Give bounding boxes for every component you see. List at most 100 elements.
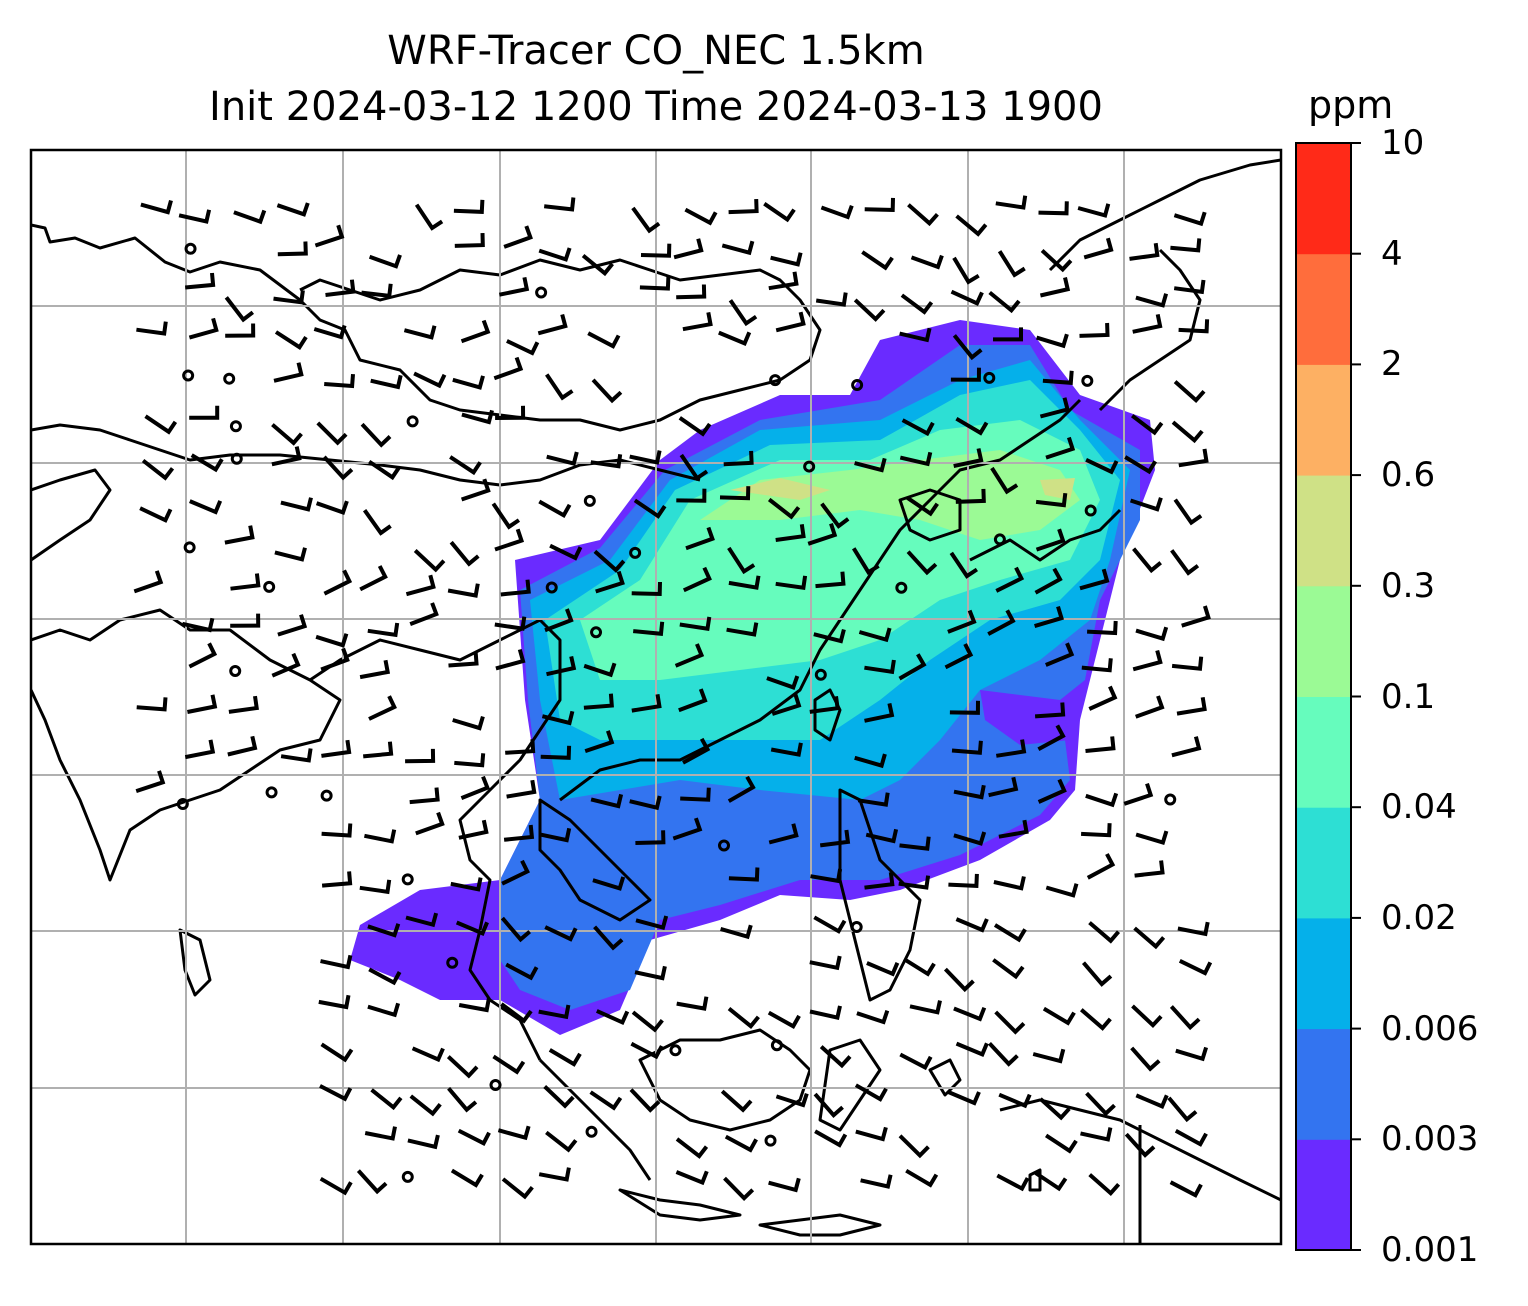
wind-barb	[314, 224, 345, 248]
wind-barb	[321, 823, 353, 838]
wind-barb	[368, 459, 401, 481]
colorbar-tick-label: 2	[1381, 344, 1403, 385]
wind-barb	[1134, 860, 1165, 878]
wind-barb	[407, 1134, 440, 1150]
wind-barb	[1173, 498, 1203, 526]
wind-barb	[857, 792, 890, 807]
wind-barb	[590, 454, 623, 469]
colorbar-tick-label: 0.04	[1381, 787, 1457, 828]
wind-barb	[629, 450, 662, 465]
wind-barb	[274, 547, 307, 562]
wind-barb	[682, 566, 712, 593]
calm-wind-symbol	[265, 786, 278, 799]
wind-barb	[813, 1092, 844, 1119]
wind-barb	[1124, 455, 1158, 475]
colorbar-segment	[1296, 1028, 1351, 1140]
wind-barb	[809, 955, 842, 971]
wind-barb	[1042, 1006, 1076, 1026]
calm-wind-symbol	[446, 956, 459, 969]
wind-barb	[593, 549, 626, 573]
wind-barb	[1173, 211, 1207, 227]
wind-barb	[367, 622, 400, 638]
wind-barb	[723, 450, 754, 467]
coast-korea	[898, 488, 962, 542]
wind-barb	[728, 575, 761, 590]
wind-barb	[1034, 567, 1063, 595]
colorbar-segment	[1296, 143, 1351, 255]
wind-barb	[676, 488, 707, 503]
wind-barb	[538, 1167, 571, 1182]
wind-barb	[1170, 238, 1202, 253]
wind-barb	[1077, 203, 1111, 218]
wind-barb	[854, 1083, 888, 1102]
wind-barb	[947, 1090, 981, 1106]
wind-barb	[768, 1177, 801, 1193]
wind-barb	[187, 694, 218, 714]
wind-barb	[988, 290, 1021, 314]
wind-barb	[364, 829, 397, 844]
wind-barb	[997, 250, 1026, 278]
wind-barb	[447, 1087, 478, 1113]
wind-barb	[1129, 497, 1163, 512]
wind-barb	[271, 446, 302, 467]
calm-wind-symbol	[401, 1170, 414, 1183]
wind-barb	[139, 506, 173, 523]
wind-barb	[1086, 853, 1116, 880]
calm-wind-symbol	[585, 1125, 598, 1138]
wind-barb	[505, 739, 536, 755]
wind-barb	[1081, 823, 1112, 838]
wind-barb	[995, 195, 1028, 210]
wind-barb	[1132, 547, 1162, 574]
wind-barb	[726, 622, 759, 637]
wind-barb	[363, 741, 394, 759]
calm-wind-symbol	[764, 1134, 777, 1147]
wind-barb	[405, 574, 436, 597]
colorbar-segment	[1296, 917, 1351, 1030]
plume-level-0.1	[700, 450, 1080, 540]
wind-barb	[1081, 658, 1113, 673]
wind-barb	[720, 1089, 753, 1113]
wind-barb	[224, 525, 255, 545]
wind-barb	[899, 1052, 933, 1071]
wind-barb	[952, 334, 983, 361]
wind-barb	[639, 276, 671, 291]
wind-barb	[452, 375, 485, 390]
wind-barb	[864, 659, 896, 675]
map-frame	[29, 148, 1283, 1246]
wind-barb	[315, 500, 349, 515]
wind-barb	[505, 962, 539, 981]
wind-barb	[640, 243, 672, 258]
calm-wind-symbol	[489, 1079, 502, 1092]
wind-barb	[1130, 1046, 1161, 1072]
coast-myanmar-thailand	[309, 618, 562, 1061]
coast-philippines	[838, 788, 922, 1002]
wind-barb	[320, 954, 353, 970]
wind-barb	[224, 296, 255, 323]
wind-barb	[455, 920, 489, 937]
wind-barb	[447, 583, 480, 598]
wind-barb	[1129, 242, 1160, 261]
wind-barb	[728, 299, 758, 327]
wind-barb	[492, 1054, 526, 1075]
wind-barb	[544, 925, 578, 942]
wind-barb	[452, 716, 485, 731]
wind-barb	[545, 373, 574, 401]
wind-barb	[133, 570, 164, 594]
wind-barb	[315, 633, 349, 648]
calm-wind-symbol	[223, 372, 236, 385]
wind-barb	[449, 540, 480, 567]
colorbar-tick-label: 0.02	[1381, 897, 1457, 938]
calm-wind-symbol	[590, 626, 603, 639]
wind-barb	[320, 647, 350, 672]
wind-barb	[851, 547, 880, 575]
wind-barb	[685, 526, 715, 551]
plume-pocket-0.001	[980, 690, 1070, 745]
map-title-line2: Init 2024-03-12 1200 Time 2024-03-13 190…	[209, 84, 1103, 130]
wind-barb	[414, 203, 444, 231]
wind-barb	[1034, 702, 1066, 719]
wind-barb	[995, 739, 1027, 758]
wind-barb	[188, 642, 218, 669]
wind-barb	[458, 997, 491, 1013]
coast-lesser-sunda	[758, 1213, 882, 1237]
wind-barb	[318, 994, 351, 1010]
